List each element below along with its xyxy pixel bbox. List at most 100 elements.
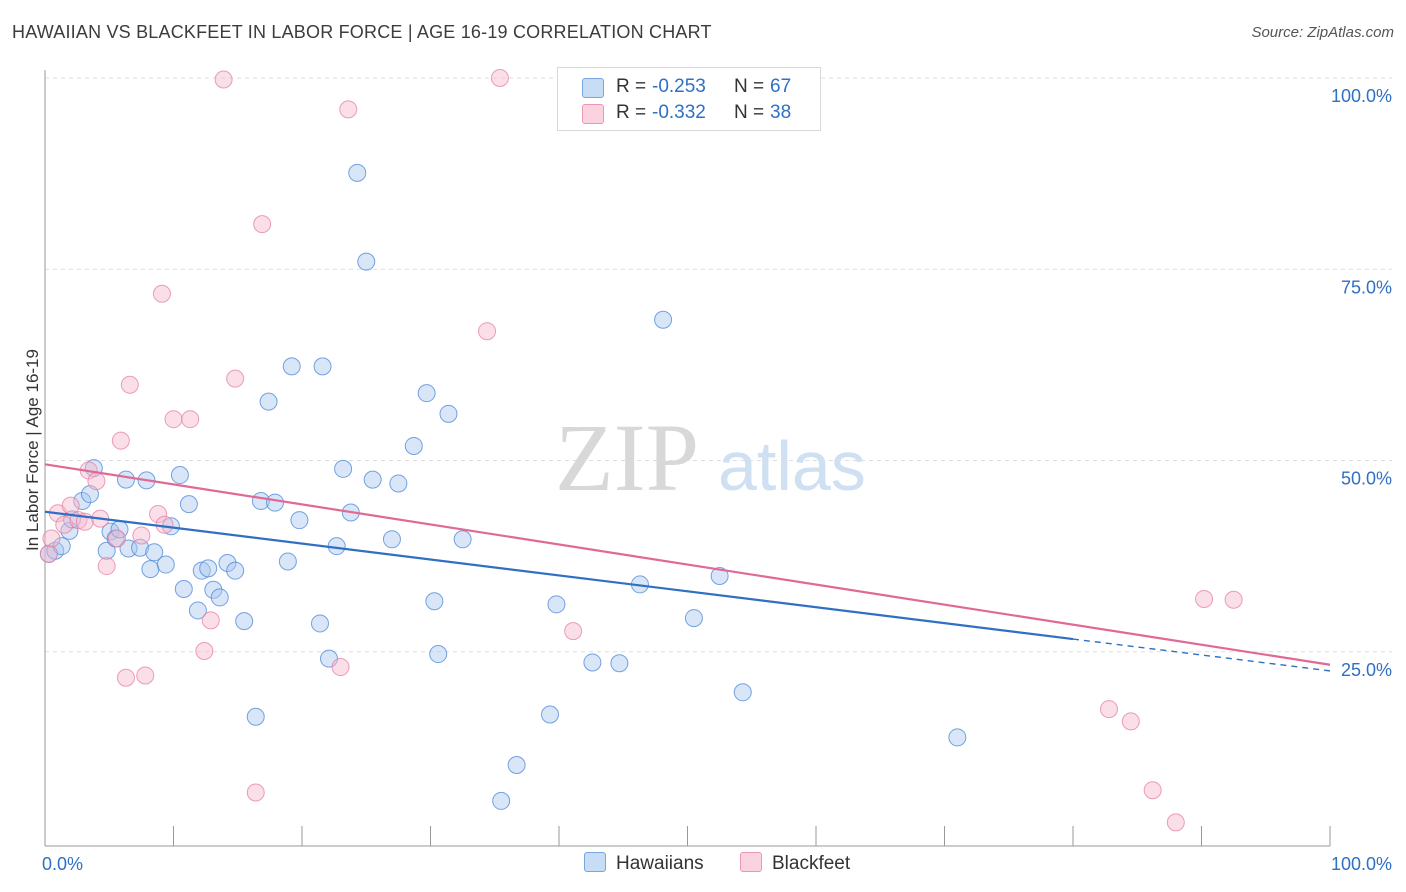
data-point (1121, 712, 1140, 731)
data-point (290, 511, 309, 530)
data-point (710, 567, 729, 586)
series-blackfeet-points (39, 69, 1243, 832)
r-value: -0.253 (652, 76, 706, 97)
y-tick-label: 75.0% (1341, 277, 1392, 297)
watermark-atlas: atlas (718, 427, 866, 505)
data-point (334, 459, 353, 478)
data-point (214, 70, 233, 89)
hawaiians-swatch (582, 78, 604, 98)
legend-item-hawaiians[interactable]: Hawaiians (584, 852, 704, 875)
trend-line-hawaiians (44, 510, 1074, 641)
data-point (541, 705, 560, 724)
data-point (417, 384, 436, 403)
data-point (149, 505, 168, 524)
data-point (116, 668, 135, 687)
watermark-zip: ZIP (555, 404, 699, 511)
y-tick-label: 25.0% (1341, 660, 1392, 680)
data-point (1166, 813, 1185, 832)
data-point (348, 163, 367, 182)
stats-legend: R = -0.253 N = 67 R = -0.332 N = 38 (557, 67, 821, 131)
legend-item-blackfeet[interactable]: Blackfeet (740, 852, 850, 875)
blackfeet-legend-swatch (740, 852, 762, 872)
data-point (389, 474, 408, 493)
data-point (145, 543, 164, 562)
data-point (111, 431, 130, 450)
data-point (97, 541, 116, 560)
data-point (199, 559, 218, 578)
y-axis-label-wrap: In Labor Force | Age 16-19 (18, 240, 48, 660)
data-point (188, 601, 207, 620)
data-point (152, 284, 171, 303)
data-point (164, 410, 183, 429)
data-point (507, 755, 526, 774)
data-point (478, 322, 497, 341)
x-tick-label: 0.0% (42, 854, 83, 874)
n-key: N = (734, 76, 765, 97)
data-point (246, 707, 265, 726)
n-value: 38 (770, 102, 792, 123)
watermark: ZIP atlas (555, 404, 866, 511)
r-key: R = (616, 76, 647, 97)
data-point (174, 580, 193, 599)
trend-lines (44, 463, 1331, 672)
data-point (136, 666, 155, 685)
hawaiians-legend-label: Hawaiians (616, 853, 704, 874)
data-point (490, 69, 509, 87)
data-point (55, 515, 74, 534)
tick-labels: 25.0% 50.0% 75.0% 100.0% 0.0% 100.0% (42, 86, 1392, 874)
data-point (156, 555, 175, 574)
r-value: -0.332 (652, 102, 706, 123)
gridlines (45, 77, 1392, 653)
data-point (363, 470, 382, 489)
data-point (80, 485, 99, 504)
source-label: Source: ZipAtlas.com (1251, 24, 1394, 41)
data-point (141, 560, 160, 579)
data-point (107, 529, 126, 548)
data-point (492, 791, 511, 810)
data-point (1143, 781, 1162, 800)
data-point (425, 592, 444, 611)
data-point (120, 375, 139, 394)
data-point (132, 526, 151, 545)
data-point (235, 612, 254, 631)
data-point (583, 653, 602, 672)
data-point (218, 554, 237, 573)
axes (44, 70, 1331, 847)
r-key: R = (616, 102, 647, 123)
data-point (204, 580, 223, 599)
data-point (439, 404, 458, 423)
data-point (226, 369, 245, 388)
data-point (948, 728, 967, 747)
data-point (97, 557, 116, 576)
data-point (1224, 590, 1243, 609)
data-point (357, 252, 376, 271)
data-point (42, 529, 61, 548)
data-point (313, 357, 332, 376)
trend-line-blackfeet (44, 463, 1331, 666)
data-point (1195, 589, 1214, 608)
data-point (1099, 700, 1118, 719)
data-point (654, 310, 673, 329)
data-point (73, 492, 92, 511)
data-point (331, 658, 350, 677)
data-point (453, 530, 472, 549)
x-tick-label: 100.0% (1331, 854, 1392, 874)
data-point (195, 641, 214, 660)
data-point (282, 357, 301, 376)
data-point (210, 588, 229, 607)
hawaiians-legend-swatch (584, 852, 606, 872)
data-point (179, 495, 198, 514)
data-point (259, 392, 278, 411)
data-point (278, 552, 297, 571)
data-point (429, 645, 448, 664)
blackfeet-legend-label: Blackfeet (772, 853, 851, 874)
data-point (733, 683, 752, 702)
data-point (382, 530, 401, 549)
n-value: 67 (770, 76, 792, 97)
data-point (116, 470, 135, 489)
y-axis-label: In Labor Force | Age 16-19 (23, 349, 42, 551)
chart-title: HAWAIIAN VS BLACKFEET IN LABOR FORCE | A… (12, 22, 712, 42)
data-point (246, 783, 265, 802)
data-point (684, 609, 703, 628)
